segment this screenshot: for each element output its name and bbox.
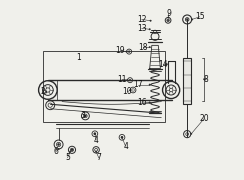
Circle shape bbox=[191, 133, 192, 134]
Circle shape bbox=[127, 79, 128, 81]
Text: 4: 4 bbox=[123, 142, 128, 151]
Circle shape bbox=[70, 151, 71, 152]
Circle shape bbox=[58, 143, 60, 146]
Text: 18: 18 bbox=[138, 43, 147, 52]
Circle shape bbox=[128, 51, 130, 53]
Text: 3: 3 bbox=[80, 111, 85, 120]
Text: 10: 10 bbox=[122, 87, 132, 96]
Circle shape bbox=[167, 20, 169, 21]
Circle shape bbox=[168, 17, 169, 18]
Circle shape bbox=[149, 46, 150, 48]
Circle shape bbox=[126, 51, 127, 52]
Circle shape bbox=[129, 79, 131, 81]
Circle shape bbox=[58, 148, 59, 150]
Circle shape bbox=[186, 19, 188, 20]
Text: 7: 7 bbox=[96, 153, 101, 162]
Circle shape bbox=[45, 91, 47, 93]
Text: 9: 9 bbox=[166, 9, 171, 18]
Circle shape bbox=[84, 115, 86, 117]
Circle shape bbox=[203, 78, 205, 80]
Circle shape bbox=[95, 151, 97, 152]
Text: 8: 8 bbox=[203, 75, 208, 84]
Text: 4: 4 bbox=[94, 136, 99, 145]
Text: 11: 11 bbox=[117, 75, 127, 84]
Text: 15: 15 bbox=[195, 12, 204, 21]
Text: 19: 19 bbox=[115, 46, 125, 55]
Circle shape bbox=[166, 63, 167, 65]
Text: 17: 17 bbox=[133, 80, 143, 89]
Circle shape bbox=[130, 89, 131, 91]
Circle shape bbox=[121, 136, 123, 138]
Text: 5: 5 bbox=[65, 153, 70, 162]
Circle shape bbox=[71, 149, 73, 151]
Circle shape bbox=[149, 84, 150, 85]
Circle shape bbox=[94, 133, 96, 135]
Circle shape bbox=[94, 133, 96, 134]
Circle shape bbox=[121, 137, 123, 138]
Text: 1: 1 bbox=[76, 53, 81, 62]
Text: 2: 2 bbox=[40, 87, 45, 96]
Bar bbox=[43, 51, 164, 122]
Bar bbox=[183, 58, 191, 104]
Text: 13: 13 bbox=[137, 24, 146, 33]
Text: 20: 20 bbox=[199, 114, 209, 123]
Circle shape bbox=[150, 20, 151, 21]
Circle shape bbox=[85, 115, 86, 117]
Text: 14: 14 bbox=[158, 60, 168, 69]
Circle shape bbox=[149, 102, 150, 103]
Text: 16: 16 bbox=[137, 98, 146, 107]
Text: 12: 12 bbox=[137, 15, 146, 24]
Text: 6: 6 bbox=[53, 147, 58, 156]
Circle shape bbox=[191, 19, 193, 20]
Circle shape bbox=[149, 29, 150, 30]
